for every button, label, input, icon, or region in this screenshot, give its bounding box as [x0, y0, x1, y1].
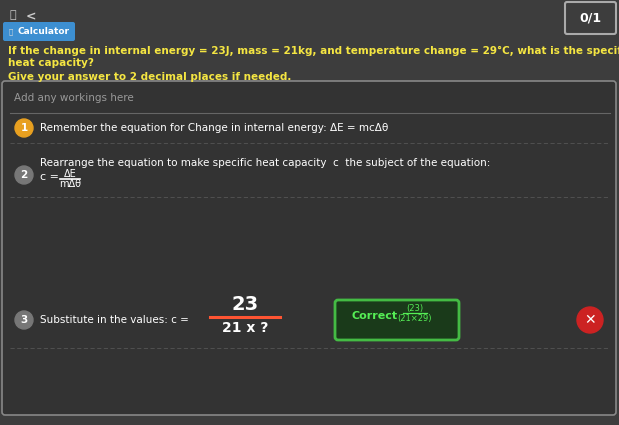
FancyBboxPatch shape	[2, 81, 616, 415]
Text: ✕: ✕	[584, 313, 596, 327]
FancyBboxPatch shape	[335, 300, 459, 340]
Text: Correct: Correct	[352, 311, 398, 321]
Text: Substitute in the values: c =: Substitute in the values: c =	[40, 315, 189, 325]
Circle shape	[15, 311, 33, 329]
Text: If the change in internal energy = 23J, mass = 21kg, and temperature change = 29: If the change in internal energy = 23J, …	[8, 46, 619, 56]
Text: Give your answer to 2 decimal places if needed.: Give your answer to 2 decimal places if …	[8, 72, 292, 82]
Text: <: <	[26, 10, 37, 23]
Text: (23): (23)	[407, 304, 423, 314]
Text: Add any workings here: Add any workings here	[14, 93, 134, 103]
Text: c =: c =	[40, 172, 59, 182]
Text: 21 x ?: 21 x ?	[222, 321, 268, 335]
Circle shape	[577, 307, 603, 333]
Text: Calculator: Calculator	[17, 27, 69, 36]
Text: 🔇: 🔇	[10, 10, 17, 20]
Text: Rearrange the equation to make specific heat capacity  c  the subject of the equ: Rearrange the equation to make specific …	[40, 158, 490, 168]
Text: heat capacity?: heat capacity?	[8, 58, 94, 68]
Text: 1: 1	[20, 123, 28, 133]
FancyBboxPatch shape	[565, 2, 616, 34]
Text: 3: 3	[20, 315, 28, 325]
FancyBboxPatch shape	[3, 22, 75, 41]
Text: 2: 2	[20, 170, 28, 180]
Text: ΔE: ΔE	[64, 169, 76, 179]
Text: 23: 23	[232, 295, 259, 314]
Circle shape	[15, 119, 33, 137]
Circle shape	[15, 166, 33, 184]
Text: mΔθ: mΔθ	[59, 179, 81, 189]
Text: ⬛: ⬛	[9, 28, 13, 35]
Text: (21×29): (21×29)	[398, 314, 432, 323]
Text: Remember the equation for Change in internal energy: ΔE = mcΔθ: Remember the equation for Change in inte…	[40, 123, 388, 133]
Text: 0/1: 0/1	[579, 11, 602, 25]
